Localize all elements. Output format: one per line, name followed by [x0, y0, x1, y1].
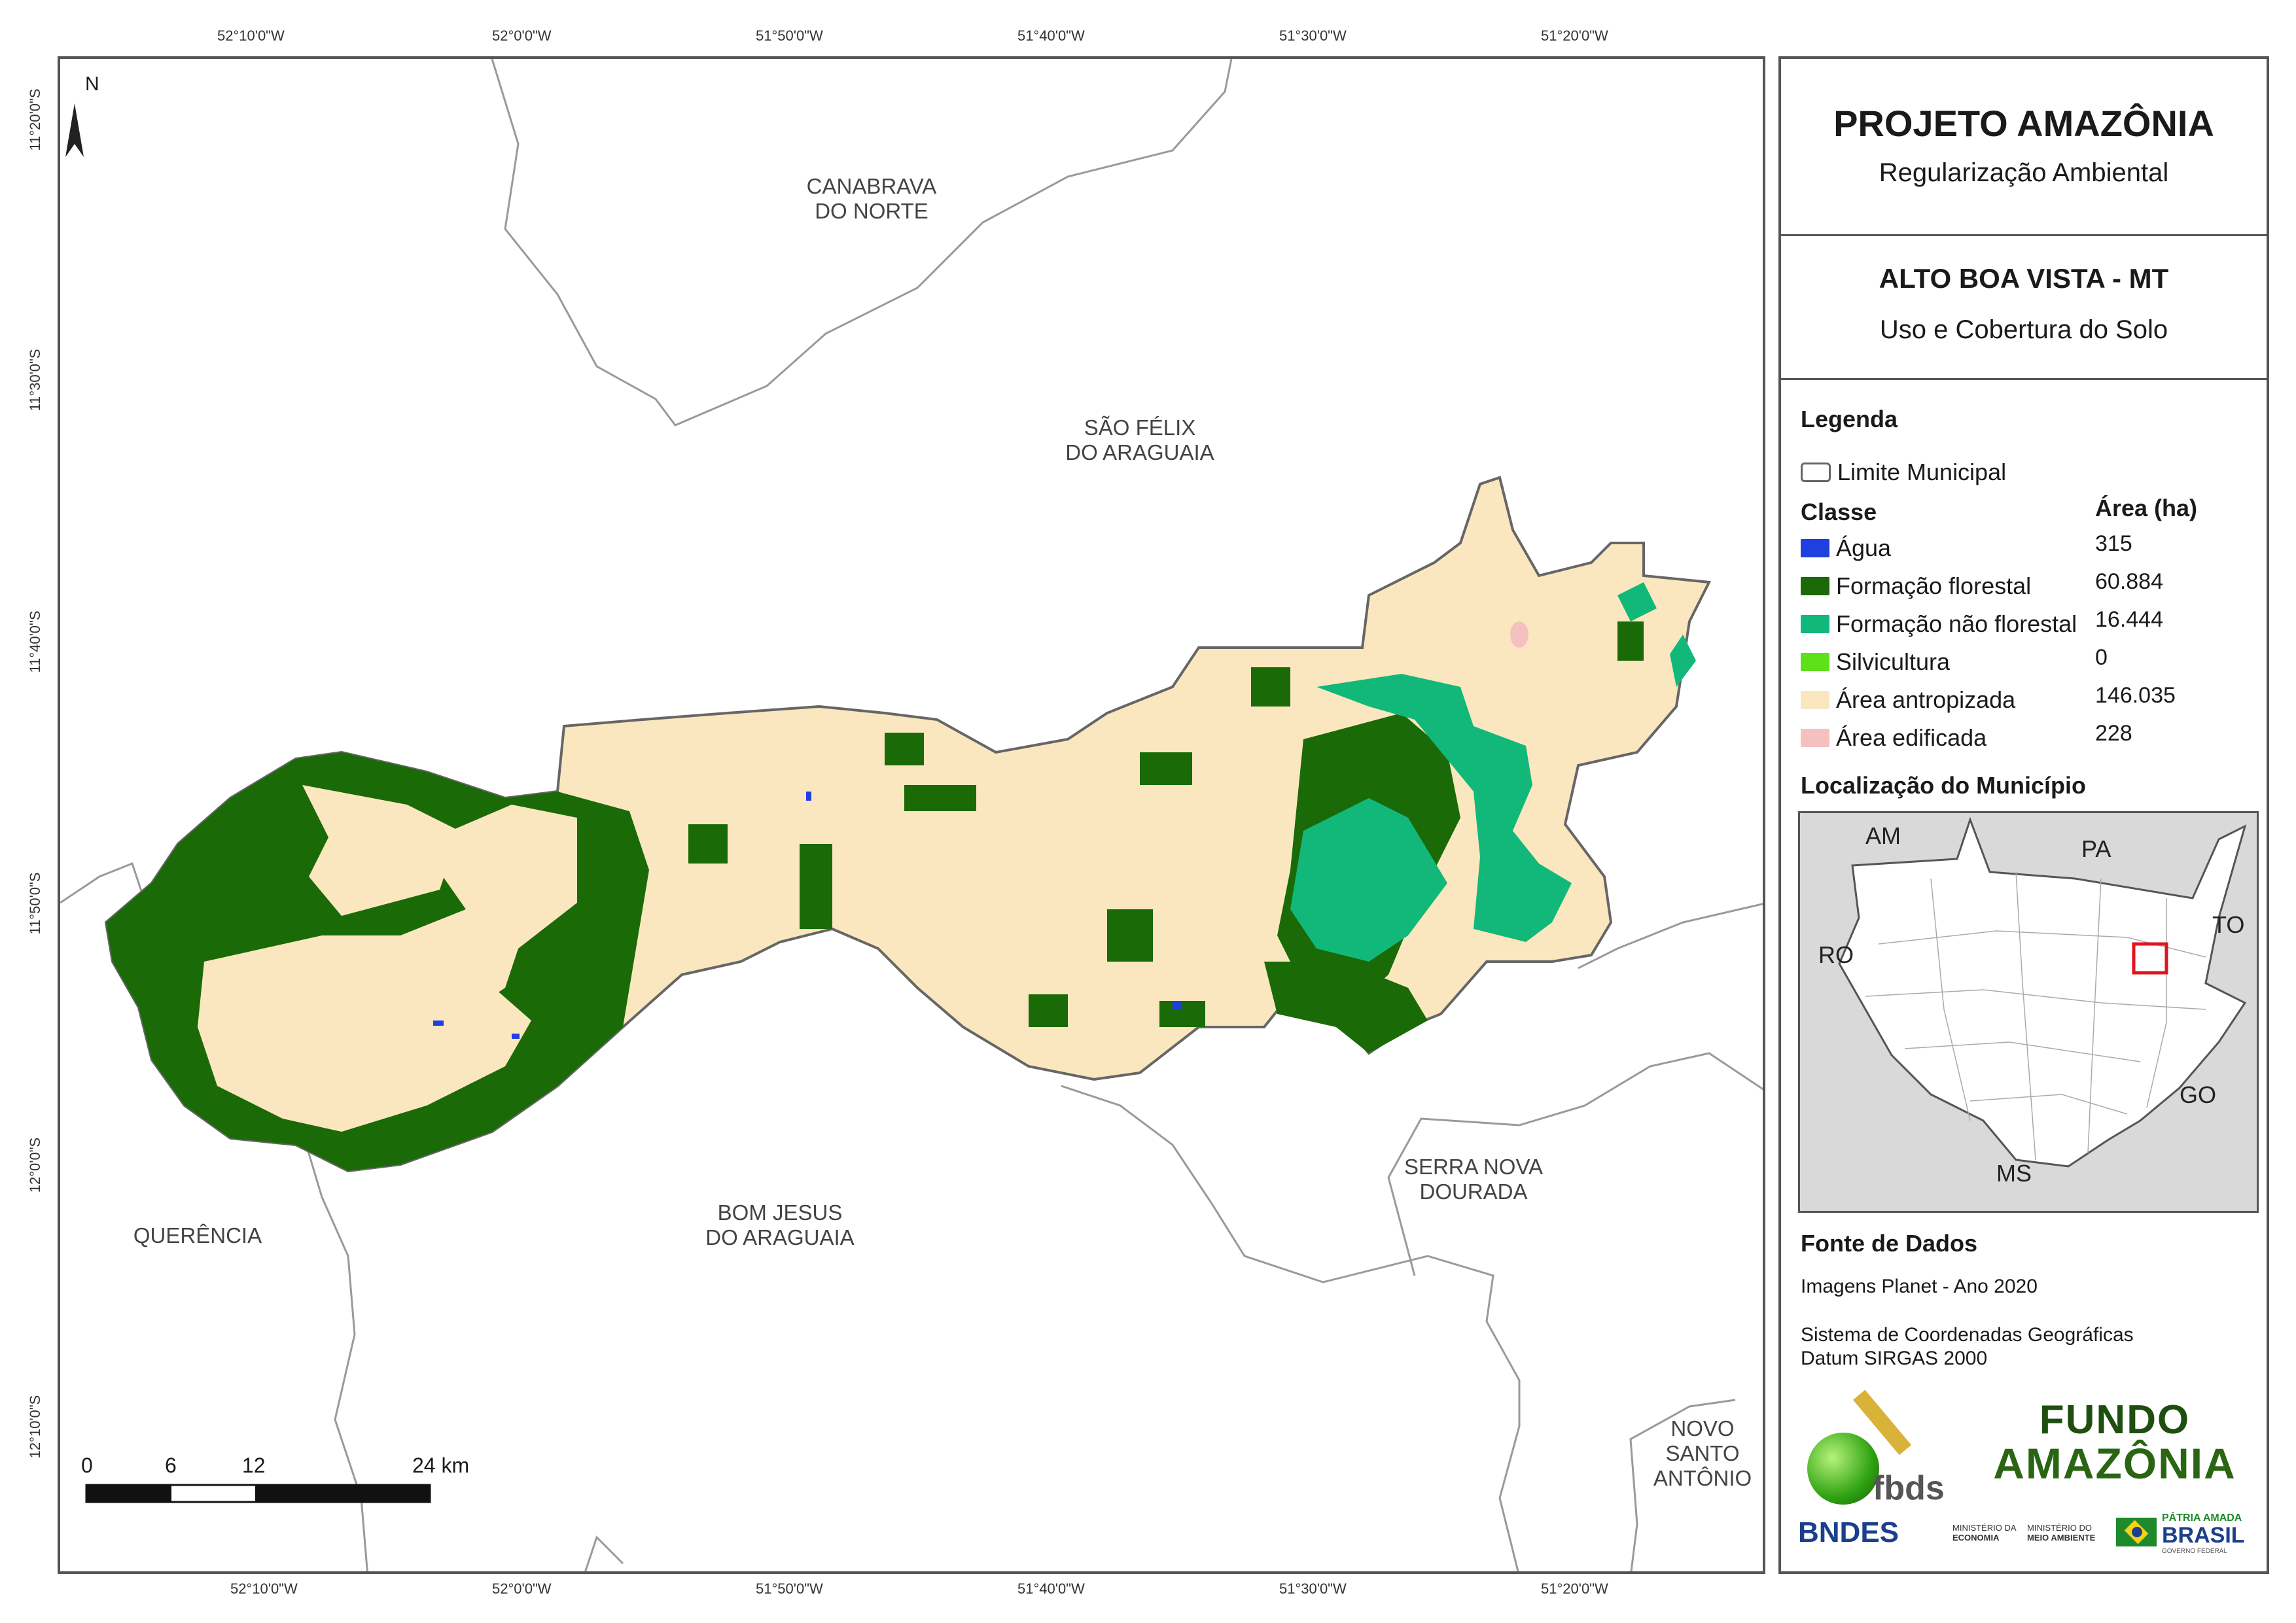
divider-2 [1781, 378, 2267, 380]
lat-tick-1: 11°20'0"S [27, 88, 43, 151]
scale-label-6: 6 [165, 1454, 177, 1477]
lon-tick-bottom-6: 51°20'0"W [1541, 1580, 1608, 1597]
legend-row-nao-florestal: Formação não florestal [1801, 610, 2077, 637]
swatch-nao-florestal [1801, 615, 1829, 633]
map-canvas [60, 59, 1763, 1571]
lon-tick-top-6: 51°20'0"W [1541, 27, 1608, 44]
scale-bar [85, 1484, 431, 1503]
swatch-silvicultura [1801, 653, 1829, 671]
location-heading: Localização do Município [1801, 772, 2087, 799]
clearings-west [198, 785, 577, 1132]
area-antropizada: 146.035 [2095, 683, 2176, 708]
area-silvicultura: 0 [2095, 645, 2108, 670]
lon-tick-bottom-3: 51°50'0"W [756, 1580, 823, 1597]
fbds-logo: fbds [1801, 1389, 1951, 1518]
state-to: TO [2212, 911, 2245, 938]
swatch-edificada [1801, 729, 1829, 747]
lat-tick-3: 11°40'0"S [27, 610, 43, 673]
north-arrow [65, 103, 84, 157]
lon-tick-top-5: 51°30'0"W [1279, 27, 1347, 44]
legend-row-edificada: Área edificada [1801, 724, 1987, 751]
lon-tick-bottom-4: 51°40'0"W [1017, 1580, 1085, 1597]
neighbor-boundaries [60, 59, 1763, 1571]
legend-row-agua: Água [1801, 534, 1891, 561]
map-theme: Uso e Cobertura do Solo [1879, 315, 2168, 344]
side-panel: PROJETO AMAZÔNIA Regularização Ambiental… [1778, 56, 2269, 1574]
swatch-agua [1801, 539, 1829, 557]
divider-1 [1781, 234, 2267, 236]
lon-tick-top-4: 51°40'0"W [1017, 27, 1085, 44]
bndes-logo: BNDES [1798, 1516, 1899, 1548]
source-line-1: Imagens Planet - Ano 2020 [1801, 1276, 2038, 1297]
state-ro: RO [1818, 941, 1854, 968]
area-nao-florestal: 16.444 [2095, 607, 2163, 632]
lon-tick-bottom-5: 51°30'0"W [1279, 1580, 1347, 1597]
map-frame: N 0 6 12 24 km CANABRAVA DO NORTE SÃO FÉL… [58, 56, 1765, 1574]
scale-label-24: 24 km [412, 1454, 470, 1477]
state-go: GO [2180, 1081, 2217, 1108]
min-ambiente-logo: MINISTÉRIO DO MEIO AMBIENTE [2027, 1523, 2096, 1543]
area-header: Área (ha) [2095, 495, 2198, 521]
label-sao-felix: SÃO FÉLIX DO ARAGUAIA [1065, 415, 1214, 464]
min-economia-logo: MINISTÉRIO DA ECONOMIA [1952, 1523, 2017, 1543]
label-querencia: QUERÊNCIA [133, 1223, 262, 1248]
inset-map [1838, 816, 2247, 1168]
class-header: Classe [1801, 498, 1877, 525]
north-label: N [85, 73, 99, 95]
legend-heading: Legenda [1801, 406, 1898, 432]
patria-amada-logo: PÁTRIA AMADA BRASIL GOVERNO FEDERAL [2116, 1512, 2253, 1558]
source-line-2: Sistema de Coordenadas Geográficas [1801, 1324, 2134, 1346]
label-bom-jesus: BOM JESUS DO ARAGUAIA [705, 1200, 855, 1249]
legend-row-floresta: Formação florestal [1801, 572, 2031, 599]
label-canabrava: CANABRAVA DO NORTE [806, 174, 937, 223]
boundary-swatch [1801, 462, 1831, 482]
state-am: AM [1865, 822, 1901, 849]
built-area [1510, 621, 1528, 648]
lat-tick-6: 12°10'0"S [27, 1395, 43, 1459]
legend-row-antropizada: Área antropizada [1801, 686, 2015, 713]
boundary-label: Limite Municipal [1837, 459, 2007, 485]
source-line-3: Datum SIRGAS 2000 [1801, 1348, 1988, 1369]
area-edificada: 228 [2095, 721, 2132, 746]
label-serra-nova: SERRA NOVA DOURADA [1404, 1155, 1544, 1204]
project-title: PROJETO AMAZÔNIA [1833, 103, 2214, 144]
scale-label-0: 0 [81, 1454, 93, 1477]
fundo-amazonia-logo: FUNDO AMAZÔNIA [1993, 1397, 2236, 1488]
source-heading: Fonte de Dados [1801, 1230, 1978, 1257]
area-agua: 315 [2095, 531, 2132, 556]
municipality-title: ALTO BOA VISTA - MT [1879, 263, 2169, 294]
state-ms: MS [1996, 1160, 2032, 1187]
state-pa: PA [2081, 835, 2111, 862]
scale-label-12: 12 [242, 1454, 266, 1477]
location-highlight [2132, 942, 2168, 975]
legend-row-silvicultura: Silvicultura [1801, 648, 1950, 675]
lon-tick-top-2: 52°0'0"W [492, 27, 552, 44]
label-novo-santo: NOVO SANTO ANTÔNIO [1653, 1416, 1752, 1490]
lon-tick-top-1: 52°10'0"W [217, 27, 285, 44]
swatch-antropizada [1801, 691, 1829, 709]
location-inset: AM PA RO TO GO MS [1798, 811, 2259, 1213]
lon-tick-top-3: 51°50'0"W [756, 27, 823, 44]
lat-tick-4: 11°50'0"S [27, 872, 43, 935]
water-areas [433, 792, 1182, 1039]
area-floresta: 60.884 [2095, 569, 2163, 594]
lat-tick-5: 12°0'0"S [27, 1137, 43, 1193]
project-subtitle: Regularização Ambiental [1879, 158, 2169, 187]
swatch-floresta [1801, 577, 1829, 595]
legend-boundary: Limite Municipal [1801, 459, 2006, 485]
lat-tick-2: 11°30'0"S [27, 349, 43, 411]
lon-tick-bottom-1: 52°10'0"W [230, 1580, 298, 1597]
lon-tick-bottom-2: 52°0'0"W [492, 1580, 552, 1597]
non-forest-areas [1290, 582, 1696, 962]
